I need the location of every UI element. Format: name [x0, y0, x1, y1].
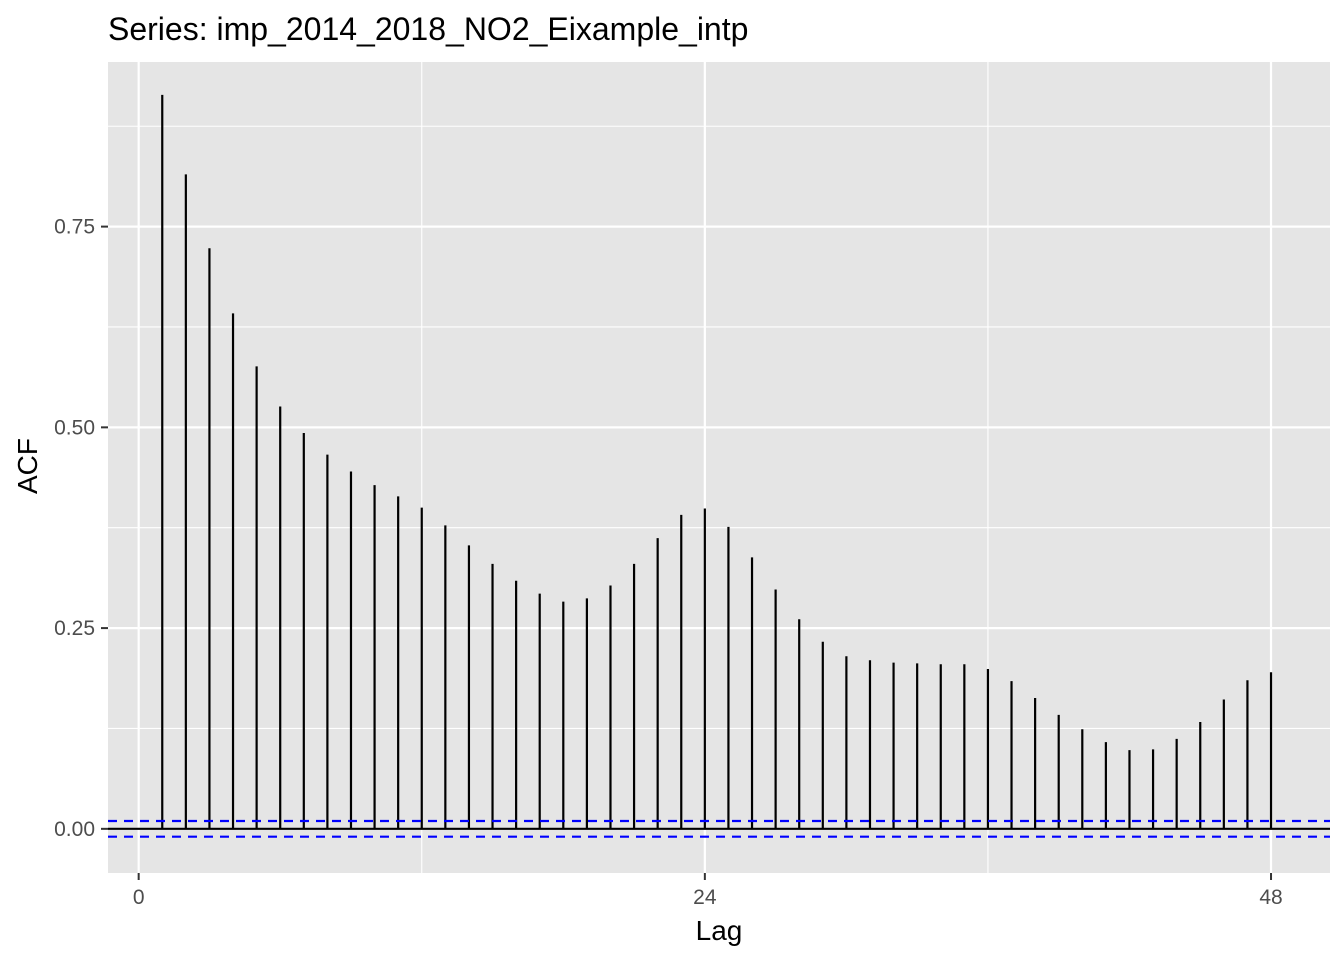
- x-tick-label: 24: [693, 886, 717, 909]
- chart-title: Series: imp_2014_2018_NO2_Eixample_intp: [108, 11, 748, 47]
- acf-bars: [161, 94, 1273, 829]
- plot-panel: [108, 62, 1330, 873]
- y-axis-title: ACF: [12, 438, 43, 494]
- x-axis: 0 24 48: [133, 873, 1283, 909]
- x-axis-title: Lag: [696, 915, 743, 946]
- reference-lines: [108, 819, 1330, 838]
- x-tick-label: 0: [133, 886, 145, 909]
- y-tick-label: 0.50: [54, 416, 95, 439]
- x-tick-label: 48: [1259, 886, 1282, 909]
- minor-gridlines: [108, 62, 1330, 873]
- y-axis: 0.00 0.25 0.50 0.75: [54, 216, 108, 841]
- y-tick-label: 0.00: [54, 818, 95, 841]
- y-tick-label: 0.75: [54, 216, 95, 239]
- y-tick-label: 0.25: [54, 617, 95, 640]
